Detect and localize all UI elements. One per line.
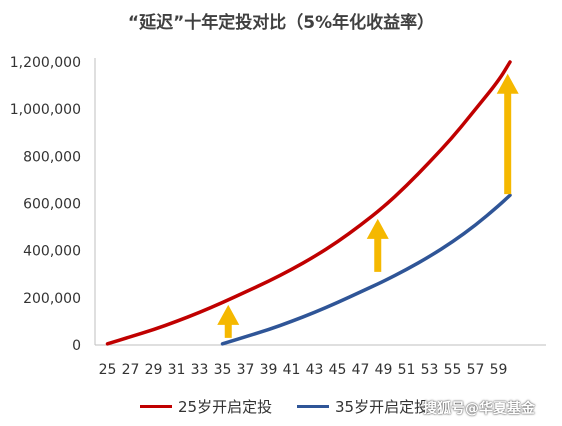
x-tick-label: 39	[260, 362, 278, 378]
legend-item-25: 25岁开启定投	[140, 396, 272, 416]
x-tick-label: 25	[99, 362, 117, 378]
series-line-0	[105, 60, 512, 346]
y-tick-label: 1,000,000	[10, 102, 81, 118]
legend-swatch-35	[297, 404, 329, 408]
x-tick-label: 45	[329, 362, 347, 378]
x-tick-label: 37	[237, 362, 255, 378]
x-tick-label: 57	[467, 362, 485, 378]
y-tick-label: 600,000	[23, 197, 81, 213]
x-tick-label: 49	[375, 362, 393, 378]
x-tick-label: 35	[214, 362, 232, 378]
y-axis: 0 200,000 400,000 600,000 800,000 1,000,000 1,…	[10, 55, 96, 354]
x-tick-label: 51	[398, 362, 416, 378]
y-tick-label: 200,000	[23, 291, 81, 307]
growth-arrow-0	[217, 304, 240, 338]
x-tick-label: 55	[444, 362, 462, 378]
x-tick-label: 43	[306, 362, 324, 378]
legend-item-35: 35岁开启定投	[297, 396, 429, 416]
series-layer	[105, 60, 512, 346]
x-axis: 25 27 29 31 33 35 37 39 41 43 45 47 49 51 53 55 57 59	[95, 344, 546, 378]
legend-label-35: 35岁开启定投	[335, 397, 430, 416]
y-tick-label: 400,000	[23, 244, 81, 260]
y-tick-label: 0	[72, 338, 81, 354]
x-tick-label: 31	[168, 362, 186, 378]
y-tick-label: 800,000	[23, 149, 81, 165]
x-tick-label: 33	[191, 362, 209, 378]
growth-arrow-2	[496, 73, 519, 195]
x-tick-label: 29	[145, 362, 163, 378]
x-tick-label: 27	[122, 362, 140, 378]
y-tick-label: 1,200,000	[10, 55, 81, 71]
growth-arrow-1	[366, 218, 389, 272]
watermark: 搜狐号@华夏基金	[423, 401, 535, 417]
legend-swatch-25	[140, 404, 172, 408]
series-line-1	[220, 193, 512, 346]
x-tick-label: 41	[283, 362, 301, 378]
x-tick-label: 53	[421, 362, 439, 378]
annotation-layer	[217, 73, 519, 338]
x-tick-label: 59	[490, 362, 508, 378]
chart-title: “延迟”十年定投对比（5%年化收益率）	[127, 13, 435, 33]
x-tick-label: 47	[352, 362, 370, 378]
legend-label-25: 25岁开启定投	[178, 397, 273, 416]
